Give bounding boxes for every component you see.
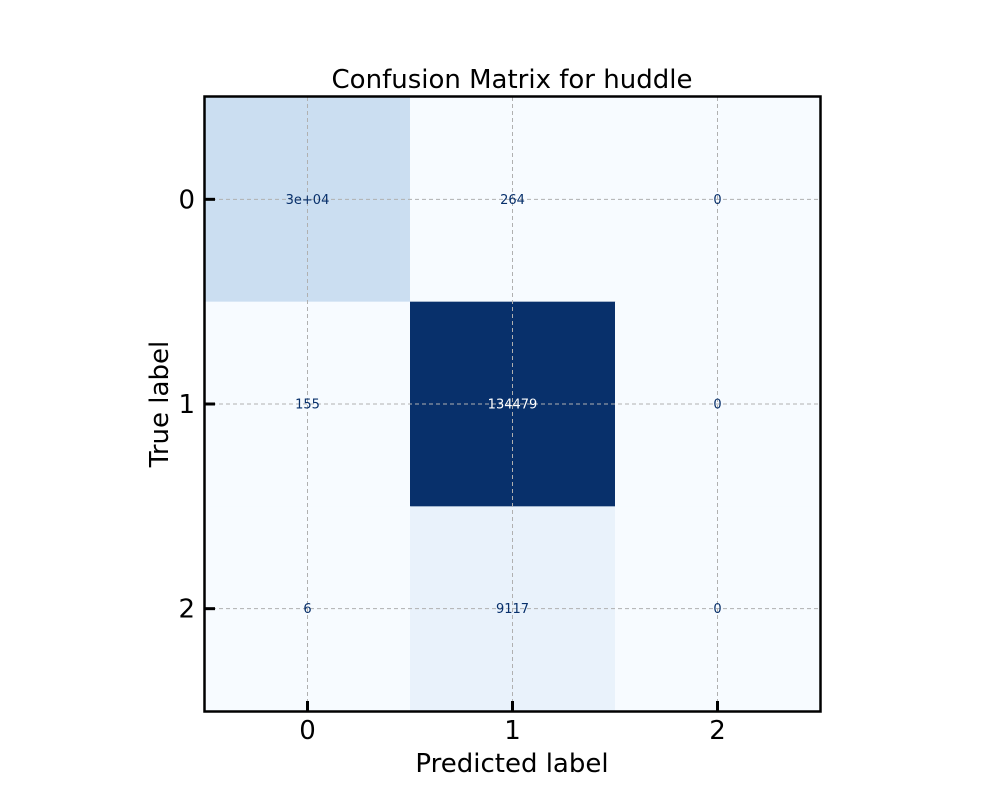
- y-tick-label: 2: [178, 595, 195, 625]
- cell-value-label: 0: [713, 398, 721, 413]
- cell-value-label: 134479: [488, 398, 538, 413]
- x-tick-label: 2: [709, 716, 726, 746]
- chart-title: Confusion Matrix for huddle: [332, 65, 693, 95]
- cell-value-label: 264: [500, 193, 525, 208]
- y-axis-ticks: 0 1 2: [178, 185, 215, 625]
- plot-frame: [203, 95, 822, 713]
- cell-value-label: 9117: [496, 602, 529, 617]
- cell-value-label: 0: [713, 193, 721, 208]
- x-tick-label: 1: [504, 716, 521, 746]
- grid-lines: [205, 97, 820, 711]
- cell-value-label: 155: [295, 398, 320, 413]
- y-tick-label: 1: [178, 390, 195, 420]
- y-axis-label: True label: [145, 341, 175, 468]
- x-axis-label: Predicted label: [415, 749, 608, 779]
- cell-value-label: 0: [713, 602, 721, 617]
- cell-value-label: 3e+04: [286, 193, 330, 208]
- x-tick-label: 0: [299, 716, 316, 746]
- cell-value-label: 6: [303, 602, 311, 617]
- y-tick-label: 0: [178, 185, 195, 215]
- cell-labels: 3e+04 264 0 155 134479 0 6 9117 0: [286, 193, 722, 617]
- x-axis-ticks: 0 1 2: [299, 701, 726, 746]
